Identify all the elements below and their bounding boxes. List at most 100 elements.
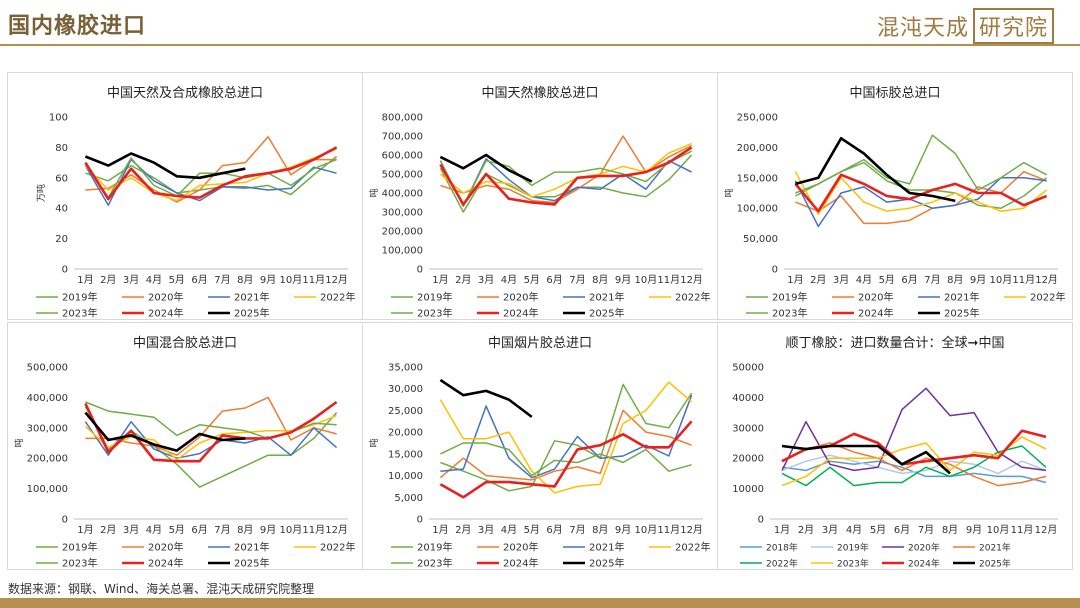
page-title: 国内橡胶进口 (8, 13, 147, 39)
y-axis-label: 吨 (13, 438, 25, 447)
y-tick-label: 20 (55, 234, 68, 245)
x-tick-label: 5月 (879, 274, 895, 286)
x-tick-label: 4月 (501, 274, 517, 286)
chart-panel-6: 顺丁橡胶：进口数量合计：全球➞中国 0 10000 20000 30000 40000 50… (717, 322, 1073, 570)
x-tick-label: 7月 (214, 274, 230, 286)
y-tick-label: 700,000 (382, 132, 423, 143)
series-line-2023年 (795, 134, 1047, 194)
x-tick-label: 1月 (432, 524, 448, 536)
chart-title: 中国天然及合成橡胶总进口 (107, 85, 263, 101)
series-line-2024年 (84, 146, 338, 201)
y-tick-label: 200,000 (27, 454, 68, 465)
chart-panel-1: 中国天然及合成橡胶总进口 0 20 40 60 80 100 万吨 1月 2月 3月 4月 5月 6月 7月… (7, 72, 363, 320)
legend-label: 2025年 (589, 307, 624, 320)
x-tick-label: 1月 (77, 274, 93, 286)
chart-panel-2: 中国天然橡胶总进口 0 100,000 200,000 300,000 400,000 50… (362, 72, 718, 320)
legend-label: 2019年 (417, 541, 452, 554)
y-tick-label: 500,000 (382, 170, 423, 181)
logo-box-text: 研究院 (972, 8, 1054, 44)
chart-panel-4: 中国混合胶总进口 0 100,000 200,000 300,000 400,000 500… (7, 322, 363, 570)
legend-label: 2025年 (589, 557, 624, 570)
header-divider (0, 44, 1080, 46)
series-line-2022年 (794, 171, 1048, 216)
y-tick-label: 60 (55, 173, 68, 184)
series-line-2023年 (439, 150, 692, 208)
x-tick-label: 5月 (169, 524, 185, 536)
series-line-2023年 (440, 442, 692, 477)
y-tick-label: 600,000 (382, 151, 423, 162)
legend-label: 2020年 (503, 291, 538, 304)
x-tick-label: 4月 (846, 524, 862, 536)
x-tick-label: 10月 (990, 274, 1013, 286)
legend-label: 2025年 (944, 307, 979, 320)
chart-svg-5: 中国烟片胶总进口 0 5,000 10,000 15,000 20,000 25,000 30… (368, 335, 710, 570)
x-tick-label: 10月 (635, 524, 658, 536)
x-tick-label: 10月 (280, 274, 303, 286)
y-tick-label: 10000 (732, 484, 764, 495)
x-tick-label: 1月 (774, 524, 790, 536)
series-line-2025年 (439, 378, 533, 418)
x-tick-label: 1月 (787, 274, 803, 286)
x-tick-label: 12月 (680, 524, 703, 536)
x-tick-label: 8月 (237, 274, 253, 286)
y-tick-label: 30,000 (388, 384, 423, 395)
series-line-2021年 (781, 442, 1047, 487)
legend-label: 2022年 (675, 541, 710, 554)
y-tick-label: 0 (62, 265, 68, 276)
footer-bar (0, 598, 1080, 608)
series-line-2022年 (84, 148, 337, 202)
series-line-2025年 (795, 137, 956, 203)
legend-label: 2025年 (234, 307, 269, 320)
y-tick-label: 100,000 (737, 204, 778, 215)
x-tick-label: 12月 (680, 274, 703, 286)
x-tick-label: 12月 (325, 524, 348, 536)
x-tick-label: 9月 (966, 524, 982, 536)
y-tick-label: 80 (55, 143, 68, 154)
x-tick-label: 4月 (146, 274, 162, 286)
series-line-2020年 (85, 396, 337, 456)
x-tick-label: 9月 (970, 274, 986, 286)
series-line-2025年 (439, 153, 533, 183)
y-tick-label: 200,000 (737, 143, 778, 154)
x-tick-label: 11月 (302, 524, 325, 536)
chart-title: 中国混合胶总进口 (133, 335, 237, 351)
x-tick-label: 7月 (214, 524, 230, 536)
series-line-2021年 (84, 158, 337, 206)
x-tick-label: 9月 (615, 524, 631, 536)
series-line-2022年 (439, 381, 693, 494)
x-tick-label: 6月 (894, 524, 910, 536)
y-tick-label: 500,000 (27, 363, 68, 374)
x-tick-label: 5月 (524, 524, 540, 536)
x-tick-label: 8月 (592, 274, 608, 286)
y-tick-label: 200,000 (382, 227, 423, 238)
legend-label: 2019年 (772, 291, 807, 304)
legend-label: 2020年 (148, 291, 183, 304)
x-tick-label: 12月 (1035, 524, 1058, 536)
legend-label: 2022年 (320, 541, 355, 554)
x-tick-label: 3月 (833, 274, 849, 286)
legend-label: 2023年 (62, 307, 97, 320)
y-tick-label: 100,000 (27, 484, 68, 495)
x-tick-label: 2月 (798, 524, 814, 536)
x-tick-label: 6月 (546, 274, 562, 286)
legend-label: 2019年 (62, 541, 97, 554)
series-line-2025年 (781, 444, 951, 475)
series-line-2023年 (781, 436, 1047, 487)
y-tick-label: 40 (55, 204, 68, 215)
legend-label: 2023年 (772, 307, 807, 320)
legend-label: 2020年 (148, 541, 183, 554)
legend-label: 2021年 (979, 542, 1011, 554)
legend-label: 2021年 (589, 291, 624, 304)
series-line-2022年 (781, 445, 1047, 487)
x-tick-label: 6月 (191, 524, 207, 536)
logo-main-text: 混沌天成 (876, 16, 969, 41)
x-tick-label: 7月 (569, 274, 585, 286)
legend-label: 2024年 (503, 307, 538, 320)
y-tick-label: 0 (417, 265, 423, 276)
chart-svg-3: 中国标胶总进口 0 50,000 100,000 150,000 200,000 250,0… (723, 85, 1065, 320)
x-tick-label: 3月 (478, 274, 494, 286)
chart-title: 顺丁橡胶：进口数量合计：全球➞中国 (786, 335, 1005, 351)
y-tick-label: 150,000 (737, 173, 778, 184)
x-tick-label: 8月 (592, 524, 608, 536)
x-tick-label: 2月 (455, 524, 471, 536)
